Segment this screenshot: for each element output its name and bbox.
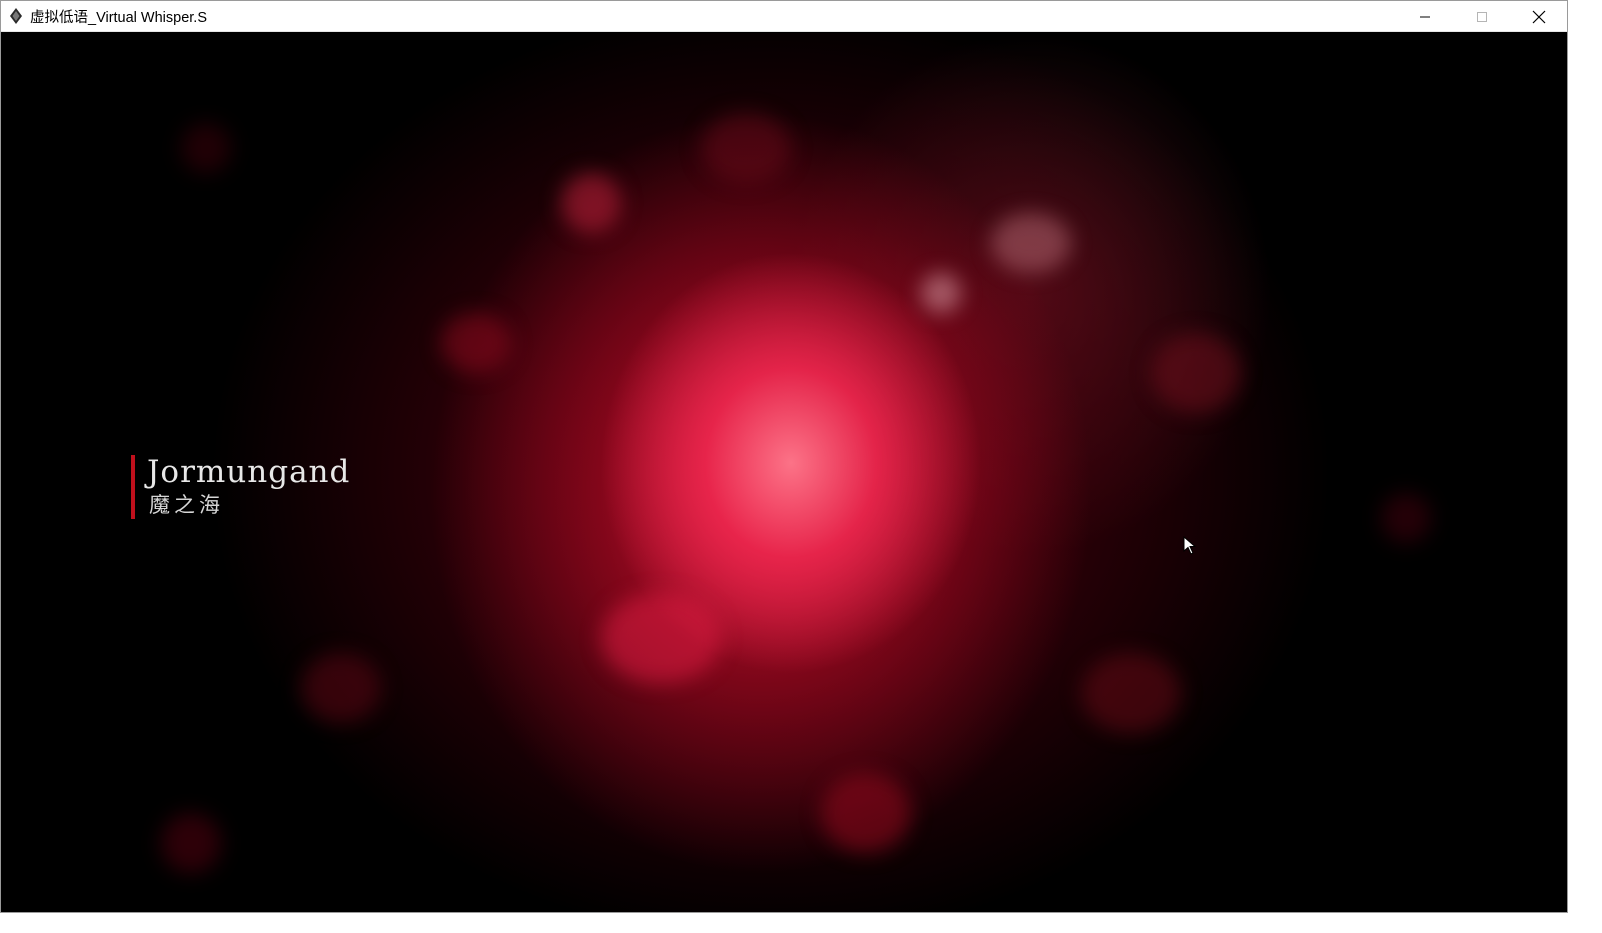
minimize-button[interactable] [1396,1,1453,32]
particle [601,593,721,683]
maximize-button[interactable] [1453,1,1510,32]
window-controls [1396,1,1567,32]
particle [1151,333,1241,413]
diamond-icon [8,8,24,24]
particle [441,313,511,373]
particle [181,123,231,173]
particle [561,173,621,233]
particle [301,653,381,723]
mouse-cursor-icon [1183,535,1199,560]
title-bar[interactable]: 虚拟低语_Virtual Whisper.S [1,1,1567,32]
particle [921,273,961,313]
game-window: 虚拟低语_Virtual Whisper.S [0,0,1568,913]
particle [1381,493,1431,543]
particle [161,813,221,873]
particle [701,113,791,183]
maximize-icon [1476,11,1487,22]
close-icon [1532,10,1545,23]
red-nebula-background [1,33,1567,912]
game-scene[interactable]: Jormungand 魔之海 [1,33,1567,912]
particle [821,773,911,853]
particle [991,213,1071,273]
minimize-icon [1419,16,1430,17]
window-title: 虚拟低语_Virtual Whisper.S [30,9,208,26]
location-name: Jormungand [147,454,351,490]
location-caption: Jormungand 魔之海 [131,455,350,519]
close-button[interactable] [1510,1,1567,32]
particle [1081,653,1181,733]
location-subtitle: 魔之海 [149,493,224,517]
